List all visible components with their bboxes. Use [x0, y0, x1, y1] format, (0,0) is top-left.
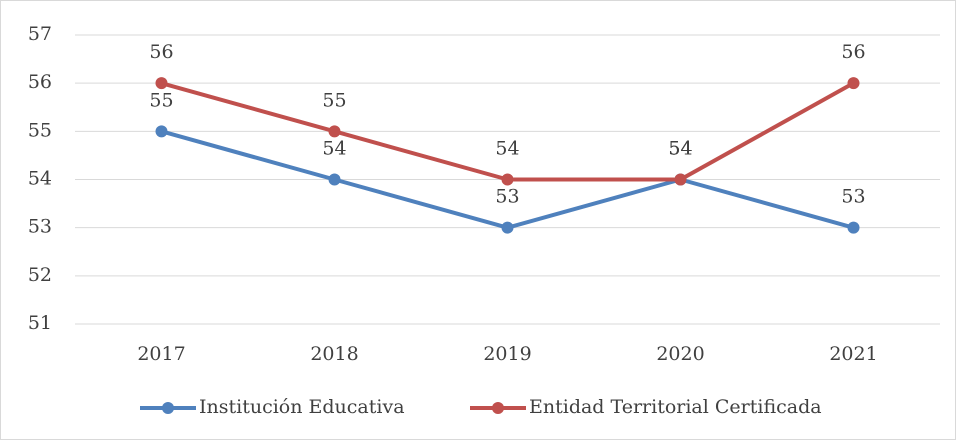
y-tick-label: 57 [28, 23, 52, 45]
data-label: 54 [322, 138, 346, 160]
data-label: 53 [841, 186, 865, 208]
data-label: 54 [495, 138, 519, 160]
point [847, 221, 860, 234]
point [847, 77, 860, 90]
y-tick-label: 52 [28, 264, 52, 286]
legend-label: Entidad Territorial Certificada [529, 396, 822, 418]
legend-marker [492, 402, 504, 414]
point [501, 221, 514, 234]
data-label: 55 [149, 89, 173, 111]
point [155, 125, 168, 138]
data-label: 54 [668, 138, 692, 160]
y-tick-label: 56 [28, 71, 52, 93]
legend-label: Institución Educativa [199, 396, 405, 418]
x-tick-label: 2021 [829, 343, 877, 365]
point [155, 77, 168, 90]
x-tick-label: 2018 [310, 343, 358, 365]
data-label: 56 [149, 41, 173, 63]
point [328, 125, 341, 138]
point [674, 173, 687, 186]
data-label: 56 [841, 41, 865, 63]
data-label: 53 [495, 186, 519, 208]
y-tick-label: 53 [28, 216, 52, 238]
x-tick-label: 2020 [656, 343, 704, 365]
y-tick-label: 54 [28, 168, 52, 190]
legend-marker [162, 402, 174, 414]
data-label: 54 [668, 138, 692, 160]
point [328, 173, 341, 186]
x-tick-label: 2019 [483, 343, 531, 365]
x-tick-label: 2017 [137, 343, 185, 365]
y-tick-label: 51 [28, 312, 52, 334]
point [501, 173, 514, 186]
data-label: 55 [322, 89, 346, 111]
y-tick-label: 55 [28, 119, 52, 141]
